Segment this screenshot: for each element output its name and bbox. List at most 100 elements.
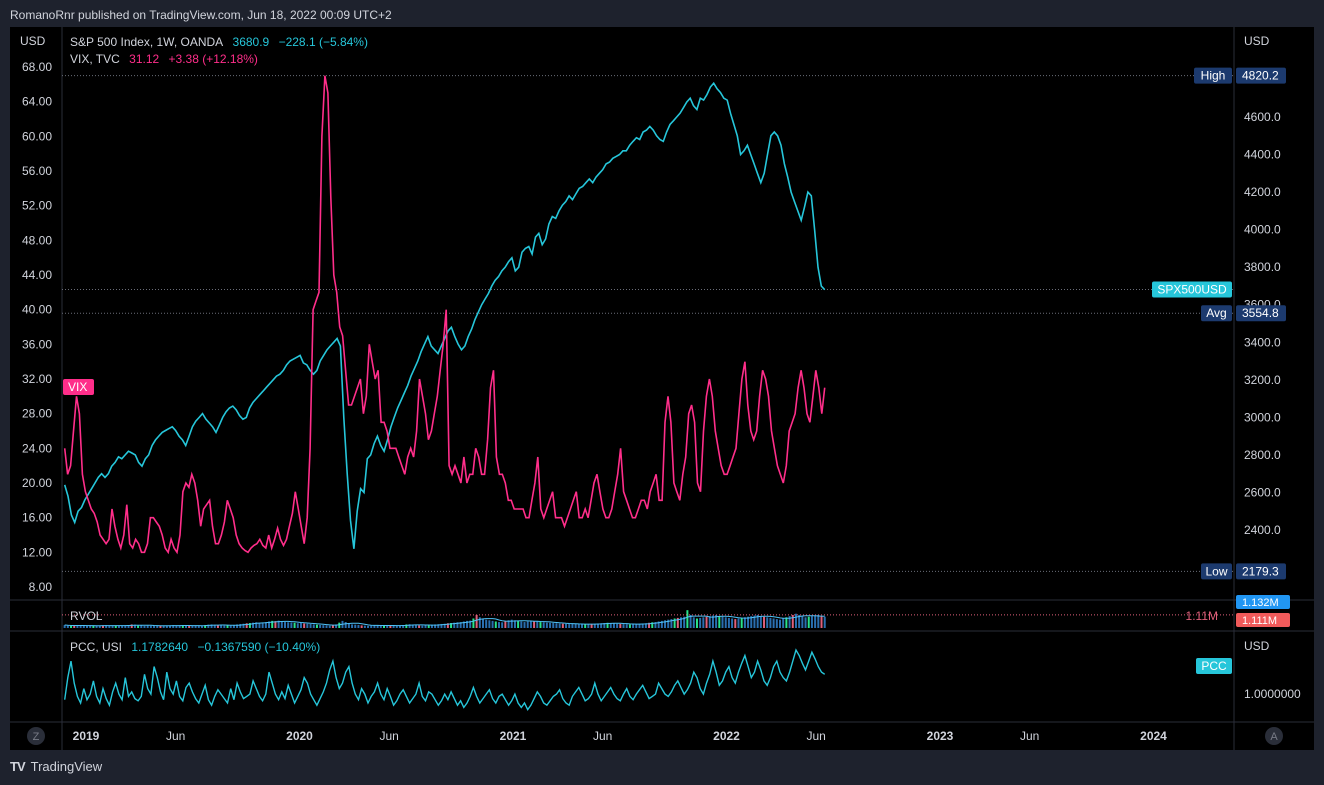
rvol-bar [386, 625, 389, 628]
rvol-bar [753, 615, 756, 628]
rvol-bar [277, 620, 280, 628]
rvol-bar [200, 625, 203, 628]
rvol-bar [402, 625, 405, 628]
rvol-bar [453, 622, 456, 628]
rvol-bar [133, 624, 136, 628]
legend-pcc-value: 1.1782640 [131, 640, 189, 654]
rvol-bar [242, 623, 245, 628]
left-tick-label: 52.00 [22, 199, 52, 213]
avg-label-bg [1201, 305, 1232, 322]
rvol-bar [169, 625, 172, 628]
rvol-bar [121, 625, 124, 628]
rvol-bar [632, 624, 635, 628]
zoom-button[interactable] [27, 727, 45, 745]
rvol-bar [660, 620, 663, 628]
rvol-bar [600, 623, 603, 628]
rvol-bar [472, 618, 475, 628]
auto-scale-button[interactable] [1265, 727, 1283, 745]
vix-tag: VIX [68, 380, 87, 394]
time-tick-label: 2021 [500, 729, 527, 743]
rvol-bar [162, 625, 165, 628]
rvol-bar [226, 625, 229, 628]
right-tick-label: 4200.0 [1244, 185, 1281, 199]
right-tick-label: 2400.0 [1244, 523, 1281, 537]
rvol-bar [325, 625, 328, 628]
footer-brand[interactable]: TradingView [30, 759, 103, 774]
rvol-bar [248, 623, 251, 628]
rvol-bar [622, 624, 625, 628]
rvol-bar [258, 622, 261, 628]
rvol-bar [478, 617, 481, 628]
pcc-level-label: 1.0000000 [1244, 687, 1301, 701]
time-tick-label: Jun [1020, 729, 1039, 743]
rvol-bar [354, 624, 357, 628]
rvol-bar [651, 622, 654, 628]
rvol-bar [207, 624, 210, 628]
right-tick-label: 3000.0 [1244, 410, 1281, 424]
rvol-bar [95, 625, 98, 628]
rvol-bar [344, 622, 347, 628]
rvol-bar [475, 614, 478, 628]
auto-scale-button-label[interactable]: A [1270, 731, 1278, 743]
rvol-bar [533, 621, 536, 628]
series-line-pcc [64, 648, 826, 711]
rvol-bar [261, 622, 264, 628]
spx-label-bg [1152, 281, 1232, 298]
rvol-bar [820, 616, 823, 628]
rvol-bar [523, 622, 526, 628]
rvol-bar [804, 617, 807, 628]
rvol-badge-a: 1.132M [1242, 597, 1279, 609]
chart-svg[interactable]: USD USD USD 8.00 12.00 16.00 20.00 24.00 28.00 32… [10, 27, 1314, 750]
rvol-bar [223, 625, 226, 628]
rvol-bar [731, 618, 734, 628]
time-tick-label: 2022 [713, 729, 740, 743]
legend-spx-name: S&P 500 Index, 1W, OANDA [70, 35, 224, 49]
rvol-bar [708, 616, 711, 628]
rvol-bar [383, 625, 386, 628]
rvol-bar [159, 625, 162, 628]
high-label: High [1201, 69, 1226, 83]
right-tick-label: 3400.0 [1244, 335, 1281, 349]
rvol-bar [488, 620, 491, 628]
rvol-bar [331, 625, 334, 628]
rvol-bar [612, 623, 615, 628]
rvol-bar [178, 625, 181, 628]
rvol-bar [389, 625, 392, 628]
left-tick-label: 28.00 [22, 407, 52, 421]
rvol-bar [220, 625, 223, 628]
rvol-bar [558, 623, 561, 628]
rvol-bar [232, 625, 235, 628]
rvol-bar [788, 616, 791, 628]
rvol-bar [92, 625, 95, 628]
chart-frame[interactable]: USD USD USD 8.00 12.00 16.00 20.00 24.00 28.00 32… [10, 27, 1314, 750]
rvol-bar [328, 625, 331, 628]
right-tick-label: 4400.0 [1244, 148, 1281, 162]
rvol-bar [539, 622, 542, 628]
spx-label: SPX500USD [1157, 283, 1227, 297]
rvol-bar [769, 617, 772, 628]
rvol-bar [271, 620, 274, 628]
high-label-bg [1194, 67, 1232, 84]
rvol-bar [443, 623, 446, 628]
zoom-button-label[interactable]: Z [33, 731, 40, 743]
rvol-bar [775, 619, 778, 628]
left-tick-label: 44.00 [22, 268, 52, 282]
rvol-bar [494, 621, 497, 628]
rvol-bar [287, 622, 290, 628]
rvol-bar [105, 625, 108, 628]
rvol-bar [408, 624, 411, 628]
rvol-bar [86, 625, 89, 628]
rvol-bar [117, 625, 120, 628]
rvol-bar [76, 625, 79, 628]
rvol-bar [108, 625, 111, 628]
rvol-bar [619, 623, 622, 628]
rvol-bar [517, 620, 520, 628]
rvol-bar [293, 622, 296, 628]
rvol-bar [181, 625, 184, 628]
rvol-bar [156, 625, 159, 628]
left-tick-label: 24.00 [22, 441, 52, 455]
pcc-axis-unit: USD [1244, 639, 1270, 653]
rvol-bar [501, 622, 504, 628]
rvol-bar [648, 622, 651, 628]
rvol-bar [236, 624, 239, 628]
